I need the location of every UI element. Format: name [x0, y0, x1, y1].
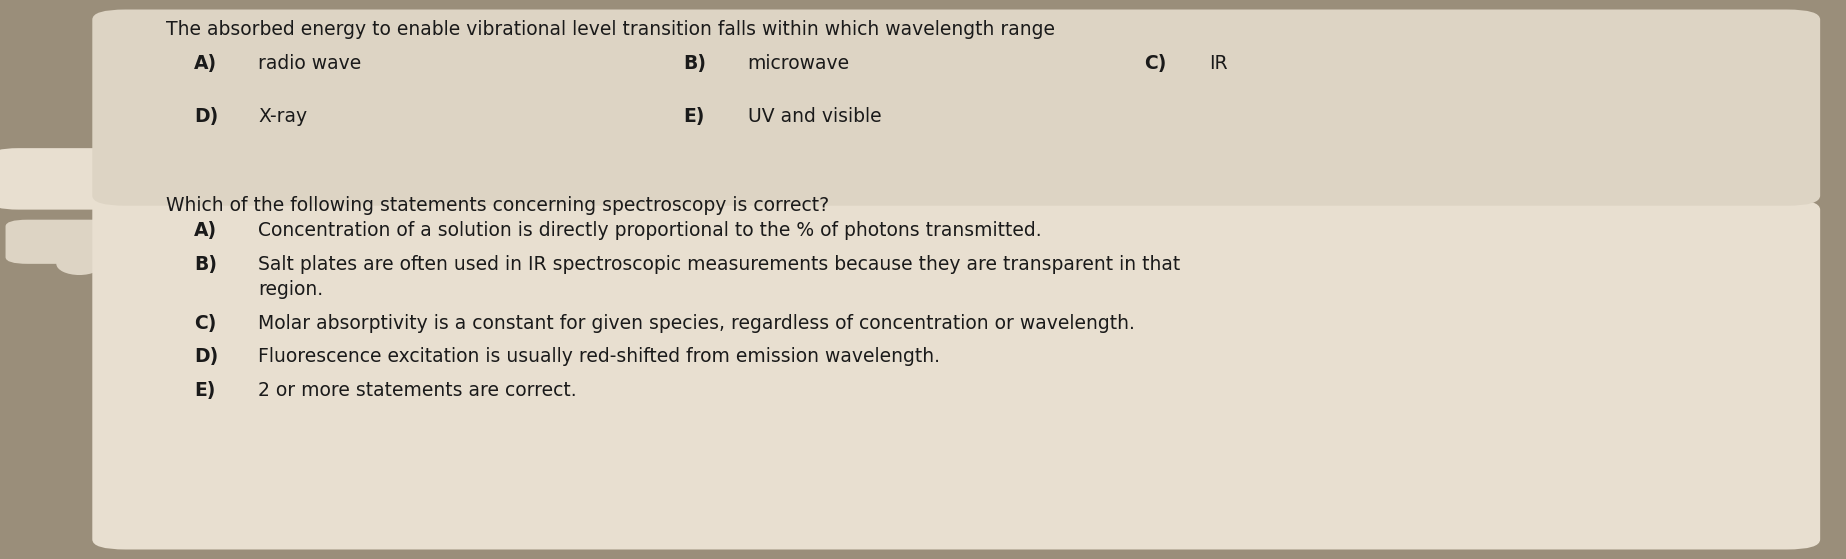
Text: Which of the following statements concerning spectroscopy is correct?: Which of the following statements concer…	[166, 196, 829, 215]
Text: C): C)	[194, 314, 216, 333]
Text: X-ray: X-ray	[258, 107, 308, 126]
Text: C): C)	[1145, 54, 1167, 73]
Text: microwave: microwave	[748, 54, 849, 73]
Text: Concentration of a solution is directly proportional to the % of photons transmi: Concentration of a solution is directly …	[258, 221, 1041, 240]
Text: radio wave: radio wave	[258, 54, 362, 73]
Text: Molar absorptivity is a constant for given species, regardless of concentration : Molar absorptivity is a constant for giv…	[258, 314, 1135, 333]
Text: Fluorescence excitation is usually red-shifted from emission wavelength.: Fluorescence excitation is usually red-s…	[258, 347, 940, 366]
FancyBboxPatch shape	[92, 10, 1820, 206]
Text: E): E)	[683, 107, 705, 126]
Text: A): A)	[194, 54, 218, 73]
Text: IR: IR	[1209, 54, 1228, 73]
Text: The absorbed energy to enable vibrational level transition falls within which wa: The absorbed energy to enable vibrationa…	[166, 20, 1056, 39]
Text: E): E)	[194, 381, 216, 400]
Text: Salt plates are often used in IR spectroscopic measurements because they are tra: Salt plates are often used in IR spectro…	[258, 255, 1181, 274]
Text: UV and visible: UV and visible	[748, 107, 881, 126]
Text: A): A)	[194, 221, 218, 240]
Ellipse shape	[55, 253, 103, 275]
Text: region.: region.	[258, 280, 323, 299]
Text: D): D)	[194, 347, 218, 366]
FancyBboxPatch shape	[0, 148, 138, 210]
FancyBboxPatch shape	[92, 200, 1820, 549]
Text: D): D)	[194, 107, 218, 126]
Text: 2 or more statements are correct.: 2 or more statements are correct.	[258, 381, 578, 400]
Text: B): B)	[194, 255, 216, 274]
FancyBboxPatch shape	[6, 220, 124, 264]
Text: B): B)	[683, 54, 705, 73]
